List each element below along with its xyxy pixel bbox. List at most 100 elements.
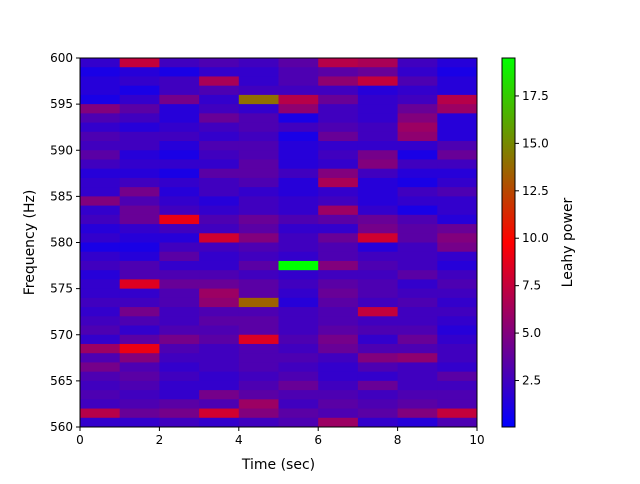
heatmap-cell [397, 371, 438, 382]
x-tick-label: 0 [76, 433, 84, 447]
heatmap-cell [437, 94, 478, 105]
heatmap-cell [318, 224, 359, 234]
heatmap-cell [357, 288, 399, 299]
heatmap-cell [159, 279, 200, 290]
heatmap-cell [199, 58, 240, 68]
heatmap-cell [437, 224, 478, 234]
heatmap-cell [199, 417, 240, 428]
heatmap-cell [437, 297, 478, 308]
colorbar-label: Leahy power [560, 197, 576, 287]
heatmap-cell [318, 408, 359, 419]
heatmap-cell [80, 251, 121, 262]
heatmap-cell [437, 242, 478, 253]
heatmap-cell [397, 390, 438, 400]
heatmap-cell [278, 159, 319, 170]
heatmap-cell [318, 94, 359, 105]
heatmap-cell [159, 353, 200, 363]
heatmap-cell [397, 187, 438, 197]
heatmap-cell [437, 196, 478, 207]
heatmap-cell [437, 104, 478, 114]
heatmap-cell [437, 85, 478, 96]
heatmap-cell [278, 334, 319, 345]
x-tick-label: 4 [235, 433, 243, 447]
heatmap-cell [119, 187, 160, 197]
heatmap-cell [318, 58, 359, 68]
heatmap-cell [357, 279, 399, 290]
heatmap-cell [437, 58, 478, 68]
heatmap-cell [199, 242, 240, 253]
heatmap-cell [199, 113, 240, 124]
heatmap-cell [119, 224, 160, 234]
heatmap-cell [80, 150, 121, 160]
heatmap-cell [238, 343, 279, 354]
heatmap-cell [80, 408, 121, 419]
heatmap-cell [318, 214, 359, 225]
heatmap-cell [397, 307, 438, 317]
heatmap-cell [199, 233, 240, 243]
heatmap-cell [238, 390, 279, 400]
heatmap-cell [397, 76, 438, 87]
heatmap-cell [159, 122, 200, 133]
heatmap-cell [437, 343, 478, 354]
heatmap-cell [80, 94, 121, 105]
heatmap-cell [357, 343, 399, 354]
heatmap-cell [278, 76, 319, 87]
heatmap-cell [357, 67, 399, 77]
heatmap-cell [199, 141, 240, 151]
heatmap-cell [238, 159, 279, 170]
heatmap-cell [397, 150, 438, 160]
heatmap-cell [437, 362, 478, 373]
heatmap-cell [119, 362, 160, 373]
heatmap-cell [238, 334, 279, 345]
heatmap-cell [357, 205, 399, 216]
heatmap-cell [199, 297, 240, 308]
heatmap-cell [357, 408, 399, 419]
heatmap-cell [397, 325, 438, 336]
heatmap-cell [397, 224, 438, 234]
heatmap-cell [318, 380, 359, 391]
heatmap-cell [278, 150, 319, 160]
heatmap-cell [357, 76, 399, 87]
heatmap-cell [80, 113, 121, 124]
heatmap-cell [80, 85, 121, 96]
heatmap-cell [119, 334, 160, 345]
heatmap-cell [397, 297, 438, 308]
heatmap-cell [238, 58, 279, 68]
heatmap-cell [80, 334, 121, 345]
heatmap-cell [119, 380, 160, 391]
heatmap-cell [80, 177, 121, 188]
heatmap-cell [80, 371, 121, 382]
heatmap-cell [199, 131, 240, 142]
heatmap-cell [159, 159, 200, 170]
heatmap-cell [159, 380, 200, 391]
heatmap-cell [199, 251, 240, 262]
heatmap-cell [437, 177, 478, 188]
heatmap-cell [437, 76, 478, 87]
heatmap-cell [199, 214, 240, 225]
heatmap-cell [397, 353, 438, 363]
y-tick-label: 575 [50, 282, 73, 296]
heatmap-cell [437, 205, 478, 216]
heatmap-cell [238, 85, 279, 96]
heatmap-cell [119, 270, 160, 280]
heatmap-cell [397, 168, 438, 179]
x-tick-label: 6 [314, 433, 322, 447]
heatmap-cell [119, 94, 160, 105]
heatmap-cell [318, 131, 359, 142]
heatmap-cell [80, 214, 121, 225]
heatmap-cell [80, 279, 121, 290]
heatmap-cell [357, 270, 399, 280]
heatmap-cell [119, 141, 160, 151]
heatmap-cell [159, 67, 200, 77]
heatmap-cell [119, 279, 160, 290]
heatmap-cell [238, 224, 279, 234]
heatmap-cell [357, 325, 399, 336]
heatmap-cell [357, 260, 399, 271]
heatmap-cell [278, 353, 319, 363]
heatmap-cell [238, 196, 279, 207]
heatmap-cell [119, 168, 160, 179]
heatmap-cell [119, 343, 160, 354]
heatmap-cell [238, 67, 279, 77]
heatmap-cell [159, 214, 200, 225]
heatmap-cell [199, 408, 240, 419]
